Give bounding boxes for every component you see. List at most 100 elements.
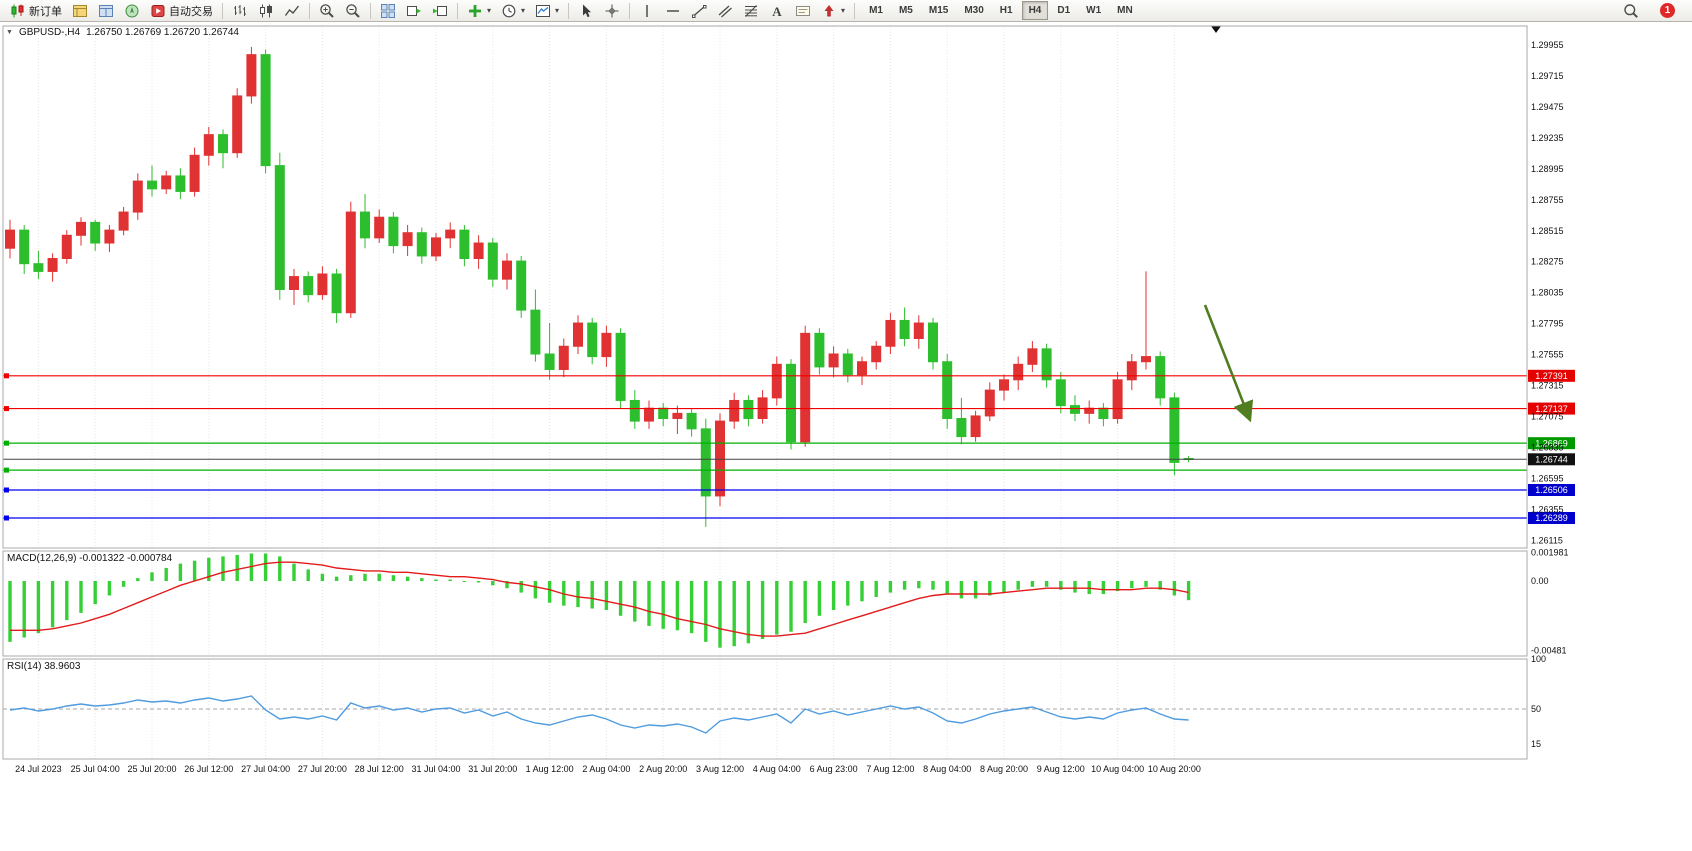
svg-text:1.28515: 1.28515	[1531, 226, 1564, 236]
chart-canvas[interactable]: 1.27391 1.27137 1.26869 1.26506 1.26289 1.267…	[0, 22, 1692, 851]
timeframe-H4[interactable]: H4	[1021, 1, 1049, 20]
tile-windows-button[interactable]	[376, 1, 400, 21]
arrows-button[interactable]: ▾	[817, 1, 849, 21]
toolbar-separator	[568, 2, 570, 19]
svg-text:1.26355: 1.26355	[1531, 504, 1564, 514]
macd-scale[interactable]: 0.001981 0.00 -0.00481	[1531, 547, 1569, 655]
new-order-button[interactable]: 新订单	[6, 1, 66, 21]
trend-arrow-annotation[interactable]	[1203, 304, 1254, 423]
svg-text:24 Jul 2023: 24 Jul 2023	[15, 764, 62, 774]
navigator-icon	[124, 3, 140, 19]
svg-text:1.28035: 1.28035	[1531, 288, 1564, 298]
indicators-button[interactable]: ▾	[463, 1, 495, 21]
timeframe-M30[interactable]: M30	[957, 1, 990, 20]
rsi-scale[interactable]: 100 50 15	[1531, 654, 1546, 749]
toolbar-separator	[629, 2, 631, 19]
svg-text:1.28995: 1.28995	[1531, 164, 1564, 174]
svg-text:1.28275: 1.28275	[1531, 257, 1564, 267]
timeframe-D1[interactable]: D1	[1050, 1, 1077, 20]
channel-button[interactable]	[713, 1, 737, 21]
svg-text:1.27075: 1.27075	[1531, 412, 1564, 422]
timeframe-M1[interactable]: M1	[862, 1, 890, 20]
candles-chart-button[interactable]	[254, 1, 278, 21]
pane-border	[2, 550, 1528, 657]
svg-text:6 Aug 23:00: 6 Aug 23:00	[810, 764, 858, 774]
toolbar-separator	[370, 2, 371, 19]
horizontal-line-button[interactable]	[661, 1, 685, 21]
indicators-icon	[467, 3, 483, 19]
notification-badge[interactable]: 1	[1660, 3, 1675, 18]
timeframe-M15[interactable]: M15	[922, 1, 955, 20]
svg-text:1.26595: 1.26595	[1531, 474, 1564, 484]
svg-text:7 Aug 12:00: 7 Aug 12:00	[866, 764, 914, 774]
vertical-line-icon	[639, 3, 655, 19]
svg-text:1.29235: 1.29235	[1531, 133, 1564, 143]
data-window-button[interactable]	[94, 1, 118, 21]
pane-border	[2, 25, 1528, 549]
svg-text:2 Aug 20:00: 2 Aug 20:00	[639, 764, 687, 774]
periods-button[interactable]: ▾	[497, 1, 529, 21]
zoom-out-button[interactable]	[341, 1, 365, 21]
chart-symbol-period: GBPUSD-,H4	[18, 27, 81, 38]
autotrading-button[interactable]: 自动交易	[146, 1, 217, 21]
svg-text:1 Aug 12:00: 1 Aug 12:00	[526, 764, 574, 774]
svg-text:31 Jul 04:00: 31 Jul 04:00	[411, 764, 460, 774]
search-button[interactable]	[1619, 1, 1643, 21]
timeframe-M5[interactable]: M5	[892, 1, 920, 20]
text-label-button[interactable]	[791, 1, 815, 21]
rsi-indicator-label: RSI(14) 38.9603	[7, 661, 81, 672]
cursor-button[interactable]	[574, 1, 598, 21]
templates-button[interactable]: ▾	[531, 1, 563, 21]
svg-text:8 Aug 04:00: 8 Aug 04:00	[923, 764, 971, 774]
svg-text:3 Aug 12:00: 3 Aug 12:00	[696, 764, 744, 774]
market-watch-icon	[72, 3, 88, 19]
svg-text:1.27555: 1.27555	[1531, 350, 1564, 360]
pane-border	[2, 658, 1528, 760]
time-axis[interactable]: 24 Jul 2023 25 Jul 04:00 25 Jul 20:00 26 Ju…	[15, 764, 1201, 774]
svg-text:1.27795: 1.27795	[1531, 319, 1564, 329]
timeframe-MN[interactable]: MN	[1110, 1, 1140, 20]
svg-text:26 Jul 12:00: 26 Jul 12:00	[184, 764, 233, 774]
templates-icon	[535, 3, 551, 19]
chart-ohlc-values: 1.26750 1.26769 1.26720 1.26744	[86, 27, 239, 38]
navigator-button[interactable]	[120, 1, 144, 21]
timeframe-H1[interactable]: H1	[993, 1, 1020, 20]
svg-text:0.001981: 0.001981	[1531, 547, 1569, 557]
price-scale[interactable]: 1.29955 1.29715 1.29475 1.29235 1.28995 1.287…	[1531, 40, 1564, 545]
trend-line-button[interactable]	[687, 1, 711, 21]
svg-text:10 Aug 04:00: 10 Aug 04:00	[1091, 764, 1144, 774]
svg-text:1.26869: 1.26869	[1535, 438, 1568, 448]
crosshair-button[interactable]	[600, 1, 624, 21]
svg-text:100: 100	[1531, 654, 1546, 664]
rsi-line	[9, 695, 1189, 734]
macd-indicator-label: MACD(12,26,9) -0.001322 -0.000784	[7, 553, 173, 564]
toolbar-separator	[222, 2, 223, 19]
scroll-to-end-marker[interactable]	[1211, 26, 1221, 33]
horizontal-line-objects[interactable]: 1.27391 1.27137 1.26869 1.26506 1.26289 1.267…	[3, 369, 1575, 524]
toolbar-separator	[854, 2, 856, 19]
svg-text:1.28755: 1.28755	[1531, 195, 1564, 205]
line-chart-button[interactable]	[280, 1, 304, 21]
zoom-in-button[interactable]	[315, 1, 339, 21]
candles-chart-icon	[258, 3, 274, 19]
svg-text:1.26506: 1.26506	[1535, 485, 1568, 495]
timeframe-toolbar: M1 M5 M15 M30 H1 H4 D1 W1 MN	[861, 1, 1141, 20]
macd-histogram	[8, 553, 1191, 648]
line-chart-icon	[284, 3, 300, 19]
fibonacci-button[interactable]	[739, 1, 763, 21]
data-window-icon	[98, 3, 114, 19]
market-watch-button[interactable]	[68, 1, 92, 21]
svg-text:1.27315: 1.27315	[1531, 381, 1564, 391]
svg-text:1.29955: 1.29955	[1531, 40, 1564, 50]
fibonacci-icon	[743, 3, 759, 19]
chart-shift-button[interactable]	[428, 1, 452, 21]
chevron-down-icon: ▼	[6, 29, 13, 36]
timeframe-W1[interactable]: W1	[1079, 1, 1108, 20]
bars-chart-button[interactable]	[228, 1, 252, 21]
chevron-down-icon: ▾	[487, 6, 492, 15]
auto-scroll-button[interactable]	[402, 1, 426, 21]
vertical-line-button[interactable]	[635, 1, 659, 21]
svg-text:-0.00481: -0.00481	[1531, 646, 1567, 656]
text-button[interactable]: A	[765, 1, 789, 21]
svg-text:A: A	[772, 3, 782, 18]
